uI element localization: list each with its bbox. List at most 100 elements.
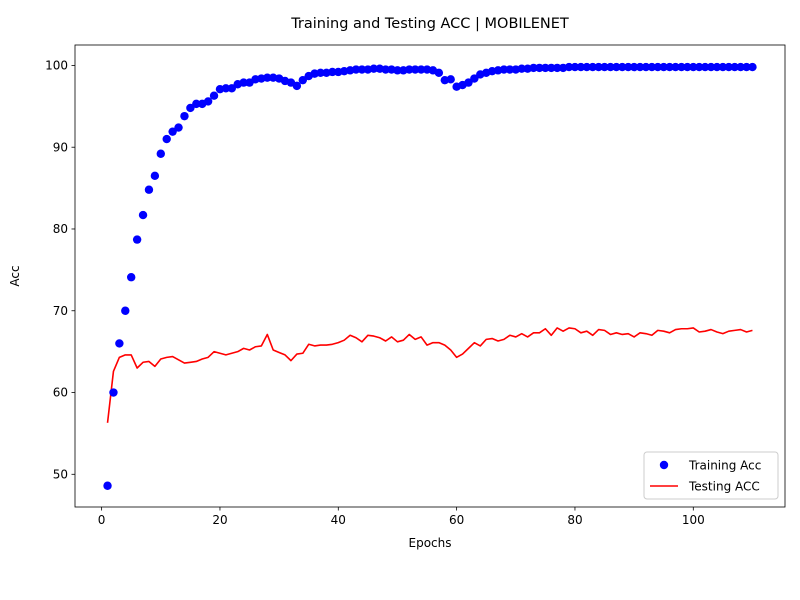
training-acc-point xyxy=(209,91,219,100)
training-acc-point xyxy=(109,388,118,397)
y-tick-label: 100 xyxy=(45,59,68,73)
y-tick-label: 60 xyxy=(53,386,68,400)
training-acc-point xyxy=(292,81,302,91)
training-acc-point xyxy=(446,75,455,84)
legend-label-training-acc: Training Acc xyxy=(688,459,761,473)
y-tick-label: 90 xyxy=(53,140,68,154)
training-acc-point xyxy=(724,62,733,72)
training-acc-point xyxy=(659,62,668,72)
training-acc-point xyxy=(624,62,633,72)
x-tick-label: 60 xyxy=(449,513,464,527)
training-acc-point xyxy=(529,63,538,73)
training-acc-point xyxy=(239,78,248,87)
training-acc-point xyxy=(742,62,751,72)
training-acc-point xyxy=(150,171,160,181)
training-acc-point xyxy=(547,63,556,73)
training-acc-point xyxy=(168,127,177,136)
series-layer xyxy=(103,62,757,490)
training-acc-point xyxy=(683,62,692,72)
training-acc-point xyxy=(121,306,130,315)
training-acc-point xyxy=(186,103,195,113)
legend-box xyxy=(643,451,779,500)
training-acc-point xyxy=(736,62,745,72)
training-acc-point xyxy=(730,62,739,72)
training-acc-point xyxy=(416,65,426,74)
tick-layer: 0 20 40 60 80 100 50 60 70 80 90 100 xyxy=(45,59,705,527)
x-tick-label: 0 xyxy=(98,513,106,527)
training-acc-point xyxy=(671,62,680,72)
training-acc-point xyxy=(381,65,390,74)
x-tick-label: 80 xyxy=(567,513,582,527)
training-acc-point xyxy=(499,65,509,74)
training-acc-point xyxy=(369,64,378,73)
training-acc-point xyxy=(588,62,597,72)
training-acc-point xyxy=(665,62,674,72)
training-acc-point xyxy=(434,68,444,78)
y-tick-label: 50 xyxy=(53,467,68,481)
training-acc-point xyxy=(405,65,414,74)
training-acc-point xyxy=(298,75,307,85)
training-acc-point xyxy=(115,339,124,348)
training-acc-point xyxy=(328,67,337,77)
training-acc-point xyxy=(635,62,645,72)
training-acc-point xyxy=(594,62,603,72)
training-acc-point xyxy=(156,149,165,158)
training-acc-point xyxy=(138,210,148,220)
training-acc-point xyxy=(227,84,236,93)
legend-label-testing-acc: Testing ACC xyxy=(688,480,760,494)
x-tick-label: 20 xyxy=(212,513,227,527)
axes-frame xyxy=(74,44,786,508)
training-acc-point xyxy=(718,62,728,72)
training-acc-point xyxy=(144,185,154,194)
chart-title: Training and Testing ACC | MOBILENET xyxy=(290,16,569,32)
training-acc-point xyxy=(612,62,621,72)
training-acc-point xyxy=(180,111,189,121)
training-acc-point xyxy=(541,63,550,73)
training-acc-point xyxy=(470,74,479,83)
training-acc-point xyxy=(748,62,757,72)
training-acc-point xyxy=(606,62,615,72)
legend-marker-training-acc xyxy=(659,460,669,470)
legend: Training Acc Testing ACC xyxy=(643,451,779,500)
training-acc-point xyxy=(677,62,686,72)
training-acc-point xyxy=(505,65,515,74)
training-acc-point xyxy=(103,481,112,490)
training-acc-point xyxy=(192,99,201,109)
training-acc-point xyxy=(706,62,716,72)
training-acc-point xyxy=(316,68,325,78)
x-tick-label: 40 xyxy=(331,513,346,527)
training-acc-point xyxy=(553,63,562,73)
training-acc-point xyxy=(357,65,367,74)
training-acc-point xyxy=(393,66,402,75)
training-acc-point xyxy=(712,62,722,72)
x-tick-label: 100 xyxy=(682,513,705,527)
training-acc-point xyxy=(203,97,213,106)
training-acc-point xyxy=(600,62,609,72)
training-acc-point xyxy=(411,65,420,74)
training-acc-point xyxy=(564,62,574,72)
testing-acc-line xyxy=(106,327,753,423)
training-acc-point xyxy=(618,62,627,72)
training-acc-point xyxy=(221,84,231,93)
training-acc-point xyxy=(629,62,639,72)
training-acc-point xyxy=(132,235,142,244)
training-acc-point xyxy=(127,273,136,282)
training-acc-point xyxy=(689,62,698,72)
y-tick-label: 70 xyxy=(53,304,68,318)
training-acc-point xyxy=(517,64,526,73)
training-acc-point xyxy=(263,73,272,82)
y-axis-title: Acc xyxy=(8,265,22,286)
training-acc-point xyxy=(162,134,171,144)
y-tick-label: 80 xyxy=(53,222,68,236)
training-acc-point xyxy=(535,63,544,73)
training-acc-point xyxy=(576,62,586,72)
x-axis-title: Epochs xyxy=(409,536,452,550)
training-acc-point xyxy=(653,62,662,72)
training-acc-point xyxy=(174,123,183,132)
training-acc-point xyxy=(570,62,580,72)
training-acc-point xyxy=(582,62,591,72)
training-acc-point xyxy=(700,62,710,72)
training-acc-point xyxy=(464,78,473,87)
